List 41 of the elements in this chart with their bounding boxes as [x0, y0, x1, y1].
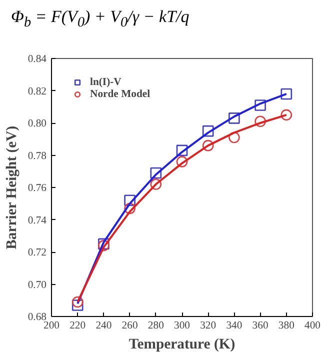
point: [202, 140, 214, 152]
point: [280, 88, 292, 100]
point: [228, 132, 240, 144]
point: [124, 194, 136, 206]
x-tick-label: 360: [252, 320, 268, 332]
point: [280, 109, 292, 121]
y-tick-label: 0.82: [28, 86, 47, 98]
x-tick-label: 400: [304, 320, 320, 332]
y-tick-label: 0.74: [28, 215, 48, 226]
y-tick-label: 0.76: [28, 183, 48, 194]
y-tick-label: 0.68: [28, 312, 47, 323]
point: [176, 144, 188, 156]
legend-label: ln(I)-V: [90, 76, 122, 88]
point: [176, 156, 188, 168]
y-tick-label: 0.80: [28, 118, 47, 130]
x-tick-label: 220: [70, 320, 86, 332]
legend-label: Norde Model: [90, 88, 150, 100]
x-tick-label: 340: [226, 320, 242, 332]
point: [202, 125, 214, 137]
y-tick-label: 0.72: [28, 248, 47, 258]
point: [150, 167, 162, 179]
point: [254, 116, 266, 128]
x-tick-label: 320: [200, 320, 216, 332]
point: [124, 202, 136, 214]
x-tick-label: 260: [122, 320, 138, 332]
y-tick-label: 0.70: [28, 280, 47, 291]
x-tick-label: 240: [96, 320, 112, 332]
x-tick-label: 380: [278, 320, 294, 332]
x-tick-label: 280: [148, 320, 164, 332]
point: [72, 300, 84, 311]
y-tick-label: 0.84: [28, 54, 48, 65]
x-tick-label: 300: [174, 320, 190, 332]
x-tick-label: 200: [44, 320, 60, 332]
y-axis-title: Barrier Height (eV): [4, 126, 20, 250]
point: [228, 112, 240, 124]
y-tick-label: 0.78: [28, 150, 47, 162]
text: Φ$_{b}$ = F(V$_{0}$) + V$_{0}$/γ − kT/q: [10, 6, 190, 32]
x-axis-title: Temperature (K): [128, 336, 236, 352]
point: [150, 178, 162, 190]
point: [254, 100, 266, 111]
point: [72, 296, 84, 308]
